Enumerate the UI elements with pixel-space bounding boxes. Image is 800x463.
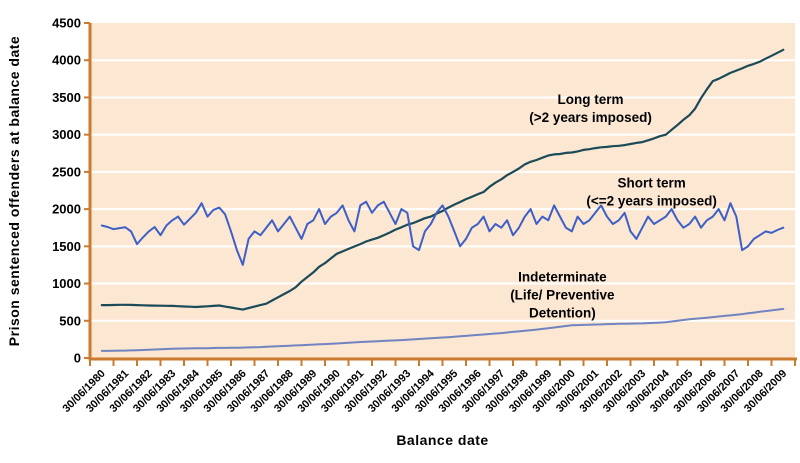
series-line-2 [100, 307, 785, 352]
y-tick-label: 0 [74, 351, 81, 366]
series-line-1 [100, 200, 785, 266]
y-tick-label: 500 [59, 313, 81, 328]
y-tick-label: 1000 [52, 276, 81, 291]
y-tick-label: 2000 [52, 202, 81, 217]
y-tick-label: 1500 [52, 239, 81, 254]
series-annotation-2: Detention) [529, 305, 596, 320]
y-tick-label: 3000 [52, 127, 81, 142]
x-axis-title: Balance date [396, 432, 489, 448]
series-annotation-1: (<=2 years imposed) [586, 194, 717, 209]
plot-area [90, 23, 795, 358]
series-annotation-1: Short term [618, 176, 686, 191]
series-annotation-2: Indeterminate [518, 269, 607, 284]
y-axis-title: Prison sentenced offenders at balance da… [6, 35, 22, 347]
series-annotation-0: (>2 years imposed) [529, 110, 652, 125]
series-line-0 [100, 48, 785, 311]
y-tick-label: 2500 [52, 164, 81, 179]
series-annotation-0: Long term [558, 92, 624, 107]
y-tick-label: 3500 [52, 90, 81, 105]
y-tick-label: 4500 [52, 16, 81, 31]
series-annotation-2: (Life/ Preventive [510, 287, 615, 302]
y-tick-label: 4000 [52, 53, 81, 68]
